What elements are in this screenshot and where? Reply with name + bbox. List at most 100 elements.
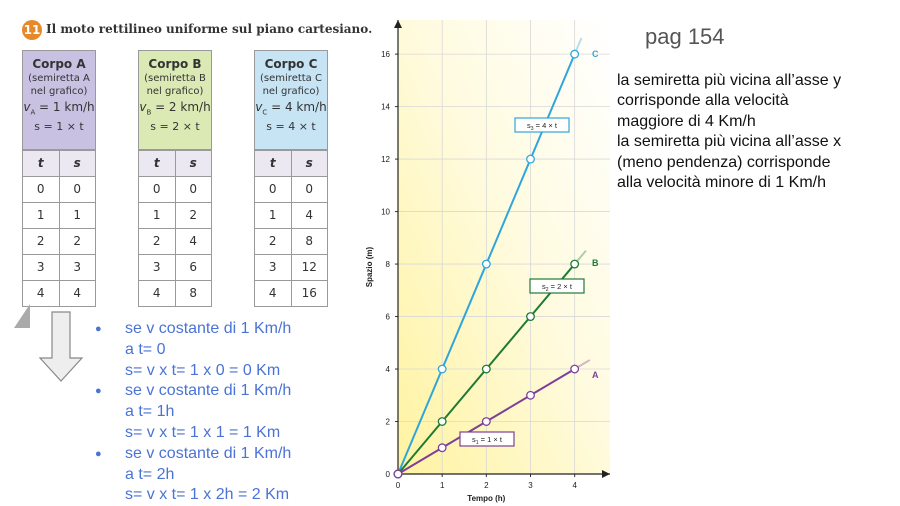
y-tick-label: 16: [381, 50, 390, 59]
data-point: [481, 417, 491, 426]
formula-rest: = 4 × t: [534, 121, 558, 130]
series-name: A: [592, 370, 599, 380]
note-line: se v costante di 1 Km/h: [95, 319, 291, 340]
x-tick-label: 3: [528, 481, 533, 490]
velocity-value: = 1 km/h: [35, 100, 95, 114]
column-header: s: [174, 151, 211, 176]
x-tick-label: 0: [396, 481, 401, 490]
table-title: Corpo C: [264, 57, 318, 71]
table-header: Corpo B (semiretta B nel grafico) vB = 2 km…: [139, 51, 211, 150]
velocity: vA = 1 km/h: [23, 100, 95, 120]
table-cell: 4: [174, 229, 212, 254]
notes: se v costante di 1 Km/ha t= 0s= v x t= 1…: [95, 319, 291, 506]
velocity-value: = 2 km/h: [151, 100, 211, 114]
column-header: s: [58, 151, 95, 176]
note-line: s= v x t= 1 x 1 = 1 Km: [125, 423, 281, 441]
data-point: [437, 364, 447, 374]
velocity-symbol: v: [23, 100, 31, 114]
plot-background: [398, 20, 610, 474]
table-subtitle: nel grafico): [146, 86, 204, 97]
explanation-line: (meno pendenza) corrisponde: [617, 153, 831, 171]
table: Corpo C (semiretta C nel grafico) vC = 4 km…: [254, 50, 328, 307]
formula-sub: 2: [546, 287, 549, 293]
table-header: Corpo A (semiretta A nel grafico) vA = 1 km…: [23, 51, 95, 150]
x-axis-label: Tempo (h): [467, 494, 505, 503]
data-point: [526, 154, 535, 164]
formula-sub: 3: [531, 126, 534, 132]
data-point: [570, 259, 580, 269]
y-tick-label: 2: [386, 418, 391, 427]
formula: s = 1 × t: [34, 120, 84, 134]
table-cell: 4: [58, 281, 96, 306]
table: Corpo A (semiretta A nel grafico) vA = 1 km…: [22, 50, 96, 307]
formula-box: [514, 117, 570, 133]
data-point: [526, 390, 535, 400]
table: Corpo B (semiretta B nel grafico) vB = 2 km…: [138, 50, 212, 307]
table-cell: 8: [174, 281, 212, 306]
series-name: C: [592, 49, 599, 59]
x-tick-label: 2: [484, 481, 489, 490]
note-line: s= v x t= 1 x 2h = 2 Km: [125, 486, 290, 504]
velocity-symbol: v: [255, 100, 263, 114]
column-header: t: [23, 151, 59, 176]
series-formula: s2 = 2 × t: [542, 282, 573, 293]
table-cell: 16: [290, 281, 328, 306]
explanation-line: corrisponde alla velocità: [617, 92, 789, 110]
table-cell: 1: [58, 203, 96, 228]
data-point: [526, 312, 535, 321]
x-tick-label: 4: [572, 481, 577, 490]
table-cell: 2: [268, 234, 277, 248]
table-subtitle: nel grafico): [262, 86, 320, 97]
explanation-line: maggiore di 4 Km/h: [617, 112, 756, 130]
note-line: a t= 0: [125, 340, 166, 358]
data-point: [437, 443, 447, 453]
table-subtitle: (semiretta C: [260, 73, 322, 84]
note-line: se v costante di 1 Km/h: [95, 381, 291, 402]
y-tick-label: 6: [386, 313, 391, 322]
column-header: t: [255, 151, 291, 176]
table-cell: 3: [36, 260, 45, 274]
table-cell: 0: [268, 182, 277, 196]
y-tick-label: 4: [386, 365, 391, 374]
formula-rest: = 1 × t: [479, 435, 503, 444]
table-cell: 0: [290, 177, 328, 202]
table-cell: 0: [58, 177, 96, 202]
data-point: [393, 469, 403, 479]
formula-rest: = 2 × t: [549, 282, 573, 291]
table-cell: 0: [36, 182, 45, 196]
table-cell: 2: [152, 234, 161, 248]
table-subtitle: nel grafico): [30, 86, 88, 97]
series-formula: s3 = 4 × t: [527, 121, 558, 132]
explanation: la semiretta più vicina all’asse y corris…: [617, 71, 841, 193]
velocity-value: = 4 km/h: [267, 100, 327, 114]
table-row: 4 16: [255, 280, 327, 306]
table-title: Corpo B: [148, 57, 202, 71]
column-header: s: [290, 151, 327, 176]
table-cell: 6: [174, 255, 212, 280]
table-cell: 0: [152, 182, 161, 196]
table-cell: 2: [174, 203, 212, 228]
velocity: vB = 2 km/h: [139, 100, 211, 120]
data-point: [481, 364, 491, 374]
note-line: a t= 1h: [125, 403, 175, 421]
table-cell: 0: [174, 177, 212, 202]
table-cell: 3: [152, 260, 161, 274]
table-cell: 1: [268, 208, 277, 222]
section-number: 11: [22, 20, 42, 40]
velocity-symbol: v: [139, 100, 147, 114]
table-header: Corpo C (semiretta C nel grafico) vC = 4 km…: [255, 51, 327, 150]
table-subtitle: (semiretta B: [144, 73, 206, 84]
